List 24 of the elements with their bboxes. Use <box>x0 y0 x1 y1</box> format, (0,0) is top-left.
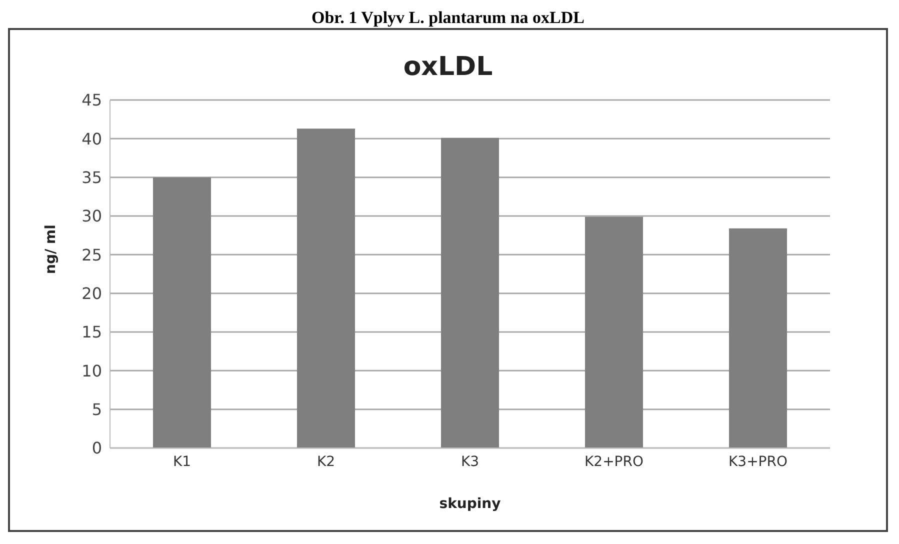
x-tick-label: K2+PRO <box>584 454 644 470</box>
chart-title: oxLDL <box>402 52 494 84</box>
text: Obr. 1 Vplyv L. plantarum na oxLDL <box>310 8 586 28</box>
x-tick-label: K3+PRO <box>728 454 788 470</box>
bar <box>441 138 499 448</box>
y-tick-label: 0 <box>92 438 102 458</box>
x-axis-title: skupiny <box>439 496 501 512</box>
bar <box>153 177 211 448</box>
y-tick-label: 30 <box>82 206 102 226</box>
y-tick-label: 40 <box>82 129 102 148</box>
y-tick-label: 25 <box>82 245 102 264</box>
x-tick-label: K2 <box>316 454 336 470</box>
y-tick-label: 5 <box>92 400 102 420</box>
x-tick-label: K3 <box>460 454 480 470</box>
y-axis-title: ng/ ml <box>42 224 59 274</box>
y-tick-label: 35 <box>82 168 102 188</box>
y-tick-label: 15 <box>82 322 102 342</box>
y-tick-label: 10 <box>82 361 102 380</box>
bar <box>585 216 643 448</box>
bar <box>729 228 787 448</box>
x-tick-label: K1 <box>172 454 192 470</box>
y-tick-label: 45 <box>82 90 102 110</box>
bar <box>297 128 355 448</box>
y-tick-label: 20 <box>82 284 102 304</box>
